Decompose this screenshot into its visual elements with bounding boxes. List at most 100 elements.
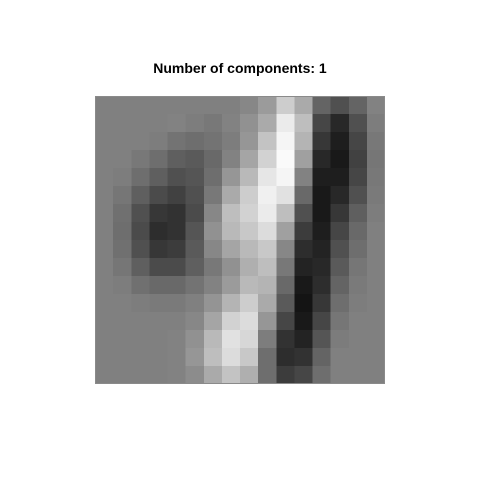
heatmap-cell <box>366 348 385 367</box>
heatmap-cell <box>113 312 132 331</box>
heatmap-cell <box>240 294 259 313</box>
heatmap-cell <box>221 150 241 169</box>
heatmap-cell <box>366 312 385 331</box>
heatmap-cell <box>258 240 277 259</box>
heatmap-cell <box>330 186 350 205</box>
heatmap-cell <box>185 330 205 349</box>
heatmap-cell <box>348 366 368 384</box>
heatmap-cell <box>167 240 187 259</box>
heatmap-cell <box>203 186 223 205</box>
heatmap-cell <box>203 276 223 295</box>
heatmap-cell <box>113 240 132 259</box>
heatmap-cell <box>167 294 187 313</box>
heatmap-cell <box>330 276 350 295</box>
heatmap-frame <box>95 96 385 384</box>
heatmap-cell <box>294 96 314 115</box>
heatmap-cell <box>221 258 241 277</box>
heatmap-cell <box>258 366 277 384</box>
heatmap-cell <box>348 222 368 241</box>
heatmap-cell <box>312 150 332 169</box>
heatmap-cell <box>240 132 259 151</box>
heatmap-cell <box>312 258 332 277</box>
heatmap-cell <box>348 258 368 277</box>
heatmap-cell <box>221 348 241 367</box>
heatmap-cell <box>167 132 187 151</box>
heatmap-cell <box>276 114 295 133</box>
heatmap-cell <box>276 150 295 169</box>
heatmap-cell <box>203 204 223 223</box>
heatmap-cell <box>330 294 350 313</box>
heatmap-cell <box>366 204 385 223</box>
heatmap-cell <box>294 150 314 169</box>
heatmap-cell <box>131 204 150 223</box>
heatmap-cell <box>258 204 277 223</box>
heatmap-cell <box>185 348 205 367</box>
heatmap-cell <box>203 222 223 241</box>
heatmap-cell <box>149 150 169 169</box>
heatmap-cell <box>312 114 332 133</box>
heatmap-cell <box>366 276 385 295</box>
heatmap-cell <box>167 150 187 169</box>
heatmap-cell <box>221 366 241 384</box>
heatmap-cell <box>149 96 169 115</box>
heatmap-cell <box>348 150 368 169</box>
heatmap-cell <box>221 114 241 133</box>
heatmap-cell <box>203 348 223 367</box>
heatmap-cell <box>258 276 277 295</box>
heatmap-cell <box>330 330 350 349</box>
heatmap-cell <box>185 150 205 169</box>
heatmap-cell <box>113 132 132 151</box>
heatmap-cell <box>113 348 132 367</box>
heatmap-cell <box>167 114 187 133</box>
heatmap-cell <box>258 312 277 331</box>
heatmap-cell <box>95 366 114 384</box>
heatmap-cell <box>221 186 241 205</box>
heatmap-cell <box>276 366 295 384</box>
heatmap-cell <box>330 366 350 384</box>
heatmap-cell <box>113 114 132 133</box>
heatmap-cell <box>276 132 295 151</box>
heatmap-cell <box>330 96 350 115</box>
heatmap-cell <box>240 114 259 133</box>
heatmap-cell <box>294 240 314 259</box>
heatmap-cell <box>149 132 169 151</box>
heatmap-cell <box>131 132 150 151</box>
heatmap-cell <box>185 312 205 331</box>
heatmap-cell <box>348 204 368 223</box>
heatmap-cell <box>95 114 114 133</box>
heatmap-cell <box>203 168 223 187</box>
heatmap-cell <box>240 348 259 367</box>
heatmap-cell <box>185 168 205 187</box>
heatmap-cell <box>95 150 114 169</box>
heatmap-cell <box>312 330 332 349</box>
heatmap-cell <box>276 168 295 187</box>
heatmap-cell <box>167 186 187 205</box>
heatmap-cell <box>131 312 150 331</box>
heatmap-cell <box>167 348 187 367</box>
heatmap-cell <box>95 330 114 349</box>
heatmap-cell <box>131 330 150 349</box>
heatmap-cell <box>185 186 205 205</box>
heatmap-cell <box>312 366 332 384</box>
heatmap-cell <box>312 168 332 187</box>
heatmap-cell <box>366 222 385 241</box>
heatmap-cell <box>240 168 259 187</box>
heatmap-cell <box>330 348 350 367</box>
heatmap-cell <box>276 276 295 295</box>
heatmap-cell <box>185 204 205 223</box>
heatmap-cell <box>221 96 241 115</box>
heatmap-cell <box>312 240 332 259</box>
heatmap-cell <box>185 366 205 384</box>
heatmap-cell <box>312 204 332 223</box>
heatmap-cell <box>330 222 350 241</box>
heatmap-cell <box>258 96 277 115</box>
heatmap-cell <box>348 330 368 349</box>
heatmap-cell <box>366 294 385 313</box>
heatmap-cell <box>312 348 332 367</box>
heatmap-cell <box>167 258 187 277</box>
heatmap-cell <box>276 258 295 277</box>
heatmap-cell <box>95 168 114 187</box>
chart-title: Number of components: 1 <box>153 60 327 76</box>
heatmap-cell <box>203 240 223 259</box>
heatmap-cell <box>149 222 169 241</box>
